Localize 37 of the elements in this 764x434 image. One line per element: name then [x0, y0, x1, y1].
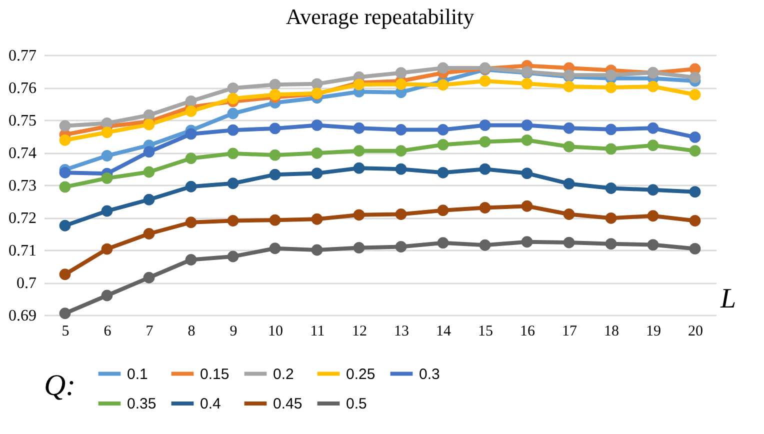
y-tick-label: 0.72 — [8, 210, 36, 227]
chart-title: Average repeatability — [286, 4, 474, 29]
x-tick-label: 19 — [646, 324, 661, 340]
y-tick-label: 0.71 — [8, 242, 36, 260]
y-tick-label: 0.73 — [8, 178, 36, 194]
legend-label: 0.25 — [346, 366, 376, 383]
legend-label: 0.1 — [127, 366, 148, 383]
x-tick-label: 5 — [62, 324, 70, 340]
legend-label: 0.5 — [346, 396, 367, 412]
legend-label: 0.4 — [200, 396, 221, 412]
x-tick-label: 17 — [562, 324, 578, 340]
x-tick-label: 13 — [394, 324, 409, 340]
x-tick-label: 14 — [436, 324, 452, 340]
legend-title: Q: — [44, 369, 76, 402]
x-tick-label: 20 — [688, 324, 703, 340]
x-tick-label: 9 — [230, 324, 238, 340]
x-tick-label: 6 — [104, 324, 112, 340]
legend-label: 0.35 — [127, 396, 156, 412]
x-tick-label: 7 — [146, 324, 154, 340]
y-tick-label: 0.75 — [8, 112, 36, 130]
y-tick-label: 0.77 — [8, 48, 36, 64]
x-tick-label: 8 — [188, 324, 196, 340]
x-tick-label: 11 — [310, 324, 325, 340]
x-tick-label: 12 — [352, 324, 367, 340]
x-tick-label: 15 — [478, 324, 493, 340]
y-tick-label: 0.7 — [16, 275, 36, 292]
x-tick-label: 18 — [604, 324, 619, 340]
x-tick-label: 10 — [268, 324, 283, 340]
y-tick-label: 0.74 — [8, 145, 36, 162]
legend-label: 0.3 — [419, 366, 440, 383]
x-tick-label: 16 — [520, 324, 536, 340]
y-tick-label: 0.76 — [8, 80, 36, 97]
x-axis-title: L — [720, 284, 736, 314]
legend-label: 0.15 — [200, 366, 230, 383]
legend-label: 0.45 — [273, 396, 302, 412]
legend-label: 0.2 — [273, 366, 294, 383]
y-tick-label: 0.69 — [8, 308, 36, 324]
